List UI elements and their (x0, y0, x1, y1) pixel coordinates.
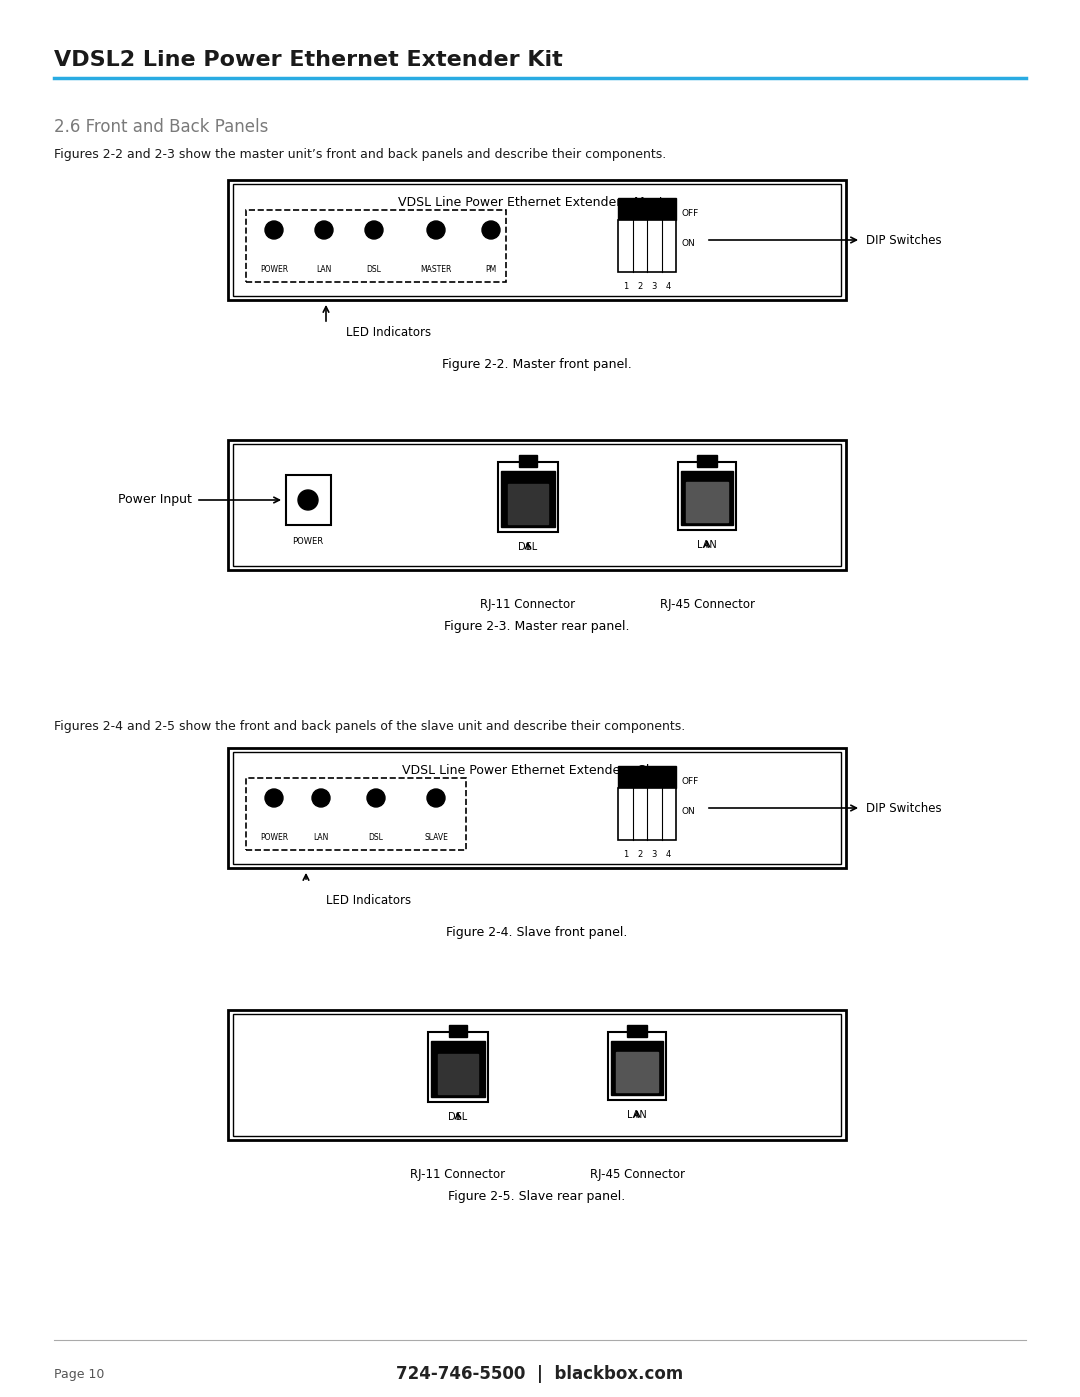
Bar (438, 1053, 478, 1094)
Text: LAN: LAN (313, 833, 328, 842)
Circle shape (427, 789, 445, 807)
Text: Page 10: Page 10 (54, 1368, 105, 1382)
Text: LAN: LAN (627, 1111, 647, 1120)
Bar (228, 180, 846, 300)
Text: DSL: DSL (366, 265, 381, 274)
Text: Figure 2-4. Slave front panel.: Figure 2-4. Slave front panel. (446, 926, 627, 939)
Text: LED Indicators: LED Indicators (346, 326, 431, 338)
Bar (233, 444, 841, 566)
Text: VDSL2 Line Power Ethernet Extender Kit: VDSL2 Line Power Ethernet Extender Kit (54, 50, 563, 70)
Bar (233, 1014, 841, 1136)
Bar (678, 462, 735, 529)
Text: LED Indicators: LED Indicators (326, 894, 411, 907)
Bar (616, 1052, 658, 1092)
Bar (228, 440, 846, 570)
Text: 4: 4 (666, 849, 672, 859)
Text: OFF: OFF (681, 210, 699, 218)
Text: LAN: LAN (316, 265, 332, 274)
Text: ON: ON (681, 807, 696, 816)
Bar (627, 1025, 647, 1037)
Text: RJ-45 Connector: RJ-45 Connector (590, 1168, 685, 1180)
Bar (501, 471, 555, 527)
Text: Power Input: Power Input (118, 493, 192, 507)
Bar (618, 198, 676, 219)
Text: Figure 2-5. Slave rear panel.: Figure 2-5. Slave rear panel. (448, 1190, 625, 1203)
Text: MASTER: MASTER (420, 265, 451, 274)
Bar (286, 475, 330, 525)
Bar (608, 1032, 666, 1099)
Bar (431, 1041, 485, 1097)
Text: DSL: DSL (448, 1112, 468, 1122)
Text: POWER: POWER (260, 833, 288, 842)
Circle shape (365, 221, 383, 239)
Circle shape (482, 221, 500, 239)
Circle shape (315, 221, 333, 239)
Text: RJ-45 Connector: RJ-45 Connector (660, 598, 755, 610)
Text: Figure 2-3. Master rear panel.: Figure 2-3. Master rear panel. (444, 620, 630, 633)
Bar (498, 462, 558, 532)
Bar (519, 455, 537, 467)
Text: POWER: POWER (293, 536, 324, 546)
Text: 2: 2 (637, 849, 643, 859)
Text: DSL: DSL (518, 542, 538, 552)
Text: VDSL Line Power Ethernet Extender—Slave: VDSL Line Power Ethernet Extender—Slave (402, 764, 672, 777)
Bar (228, 1010, 846, 1140)
Circle shape (265, 789, 283, 807)
Text: 4: 4 (666, 282, 672, 291)
Text: DSL: DSL (368, 833, 383, 842)
Text: RJ-11 Connector: RJ-11 Connector (481, 598, 576, 610)
Text: DIP Switches: DIP Switches (866, 233, 942, 246)
Bar (697, 455, 717, 467)
Bar (246, 778, 465, 849)
Text: 3: 3 (651, 849, 657, 859)
Text: PM: PM (485, 265, 497, 274)
Bar (618, 219, 676, 272)
Circle shape (367, 789, 384, 807)
Text: ON: ON (681, 239, 696, 249)
Text: 1: 1 (623, 849, 627, 859)
Text: 2.6 Front and Back Panels: 2.6 Front and Back Panels (54, 117, 268, 136)
Bar (233, 184, 841, 296)
Text: LAN: LAN (697, 541, 717, 550)
Bar (428, 1032, 488, 1102)
Bar (618, 766, 676, 788)
Text: OFF: OFF (681, 778, 699, 787)
Text: Figures 2-4 and 2-5 show the front and back panels of the slave unit and describ: Figures 2-4 and 2-5 show the front and b… (54, 719, 685, 733)
Bar (228, 747, 846, 868)
Circle shape (312, 789, 330, 807)
Bar (686, 482, 728, 522)
Text: 724-746-5500  |  blackbox.com: 724-746-5500 | blackbox.com (396, 1365, 684, 1383)
Bar (611, 1041, 663, 1095)
Bar (681, 471, 733, 525)
Text: 1: 1 (623, 282, 627, 291)
Text: Figure 2-2. Master front panel.: Figure 2-2. Master front panel. (442, 358, 632, 372)
Bar (233, 752, 841, 863)
Text: 2: 2 (637, 282, 643, 291)
Text: DIP Switches: DIP Switches (866, 802, 942, 814)
Text: VDSL Line Power Ethernet Extender—Master: VDSL Line Power Ethernet Extender—Master (397, 196, 676, 210)
Circle shape (265, 221, 283, 239)
Text: RJ-11 Connector: RJ-11 Connector (410, 1168, 505, 1180)
Text: 3: 3 (651, 282, 657, 291)
Circle shape (298, 490, 318, 510)
Text: POWER: POWER (260, 265, 288, 274)
Bar (246, 210, 507, 282)
Text: SLAVE: SLAVE (424, 833, 448, 842)
Bar (508, 483, 548, 524)
Bar (618, 788, 676, 840)
Circle shape (427, 221, 445, 239)
Text: Figures 2-2 and 2-3 show the master unit’s front and back panels and describe th: Figures 2-2 and 2-3 show the master unit… (54, 148, 666, 161)
Bar (449, 1025, 467, 1037)
